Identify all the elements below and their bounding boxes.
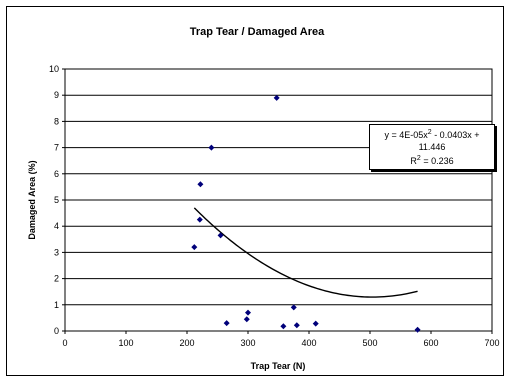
data-point xyxy=(217,232,224,239)
x-tick-label: 700 xyxy=(484,338,499,348)
y-axis-title: Damaged Area (%) xyxy=(27,160,37,239)
y-tick-label: 4 xyxy=(54,221,59,231)
data-point xyxy=(223,320,230,327)
data-point xyxy=(280,323,287,330)
r2-suffix: = 0.236 xyxy=(420,156,454,166)
y-tick-label: 8 xyxy=(54,116,59,126)
r2-prefix: R xyxy=(410,156,417,166)
x-tick-label: 200 xyxy=(179,338,194,348)
y-tick-label: 5 xyxy=(54,195,59,205)
equation-suffix: - 0.0403x + 11.446 xyxy=(418,130,480,152)
chart-area: Trap Tear / Damaged Area 0 1 2 3 4 5 6 7 8 9 10 0 10… xyxy=(6,6,504,376)
trendline-r-squared: R2 = 0.236 xyxy=(374,153,490,167)
data-point xyxy=(191,244,198,251)
y-tick-label: 9 xyxy=(54,90,59,100)
data-point xyxy=(312,320,319,327)
y-tick-label: 3 xyxy=(54,247,59,257)
y-tick-label: 7 xyxy=(54,143,59,153)
data-point xyxy=(243,316,250,323)
r2-superscript: 2 xyxy=(416,155,421,162)
data-point xyxy=(208,144,215,151)
y-tick-label: 6 xyxy=(54,169,59,179)
data-point xyxy=(197,181,204,188)
trendline-equation: y = 4E-05x2 - 0.0403x + 11.446 xyxy=(374,127,490,153)
equation-prefix: y = 4E-05x xyxy=(384,130,428,140)
y-tick-label: 0 xyxy=(54,326,59,336)
x-tick-label: 400 xyxy=(301,338,316,348)
x-tick-label: 0 xyxy=(62,338,67,348)
x-tick-label: 500 xyxy=(362,338,377,348)
data-point xyxy=(290,304,297,311)
points-layer xyxy=(191,94,421,333)
data-point xyxy=(414,326,421,333)
x-tick-label: 600 xyxy=(423,338,438,348)
data-point xyxy=(245,309,251,316)
y-tick-label: 2 xyxy=(54,274,59,284)
data-point xyxy=(196,216,203,223)
equation-superscript: 2 xyxy=(427,129,432,136)
x-tick-label: 300 xyxy=(240,338,255,348)
chart-title: Trap Tear / Damaged Area xyxy=(190,26,325,38)
data-point xyxy=(293,322,300,329)
y-tick-label: 1 xyxy=(54,300,59,310)
trendline xyxy=(193,207,418,298)
x-axis-title: Trap Tear (N) xyxy=(251,361,306,371)
x-tick-label: 100 xyxy=(118,338,133,348)
trendline-equation-box: y = 4E-05x2 - 0.0403x + 11.446 R2 = 0.23… xyxy=(369,124,495,170)
data-point xyxy=(273,94,280,101)
grid-layer xyxy=(65,94,492,306)
y-tick-label: 10 xyxy=(49,64,59,74)
